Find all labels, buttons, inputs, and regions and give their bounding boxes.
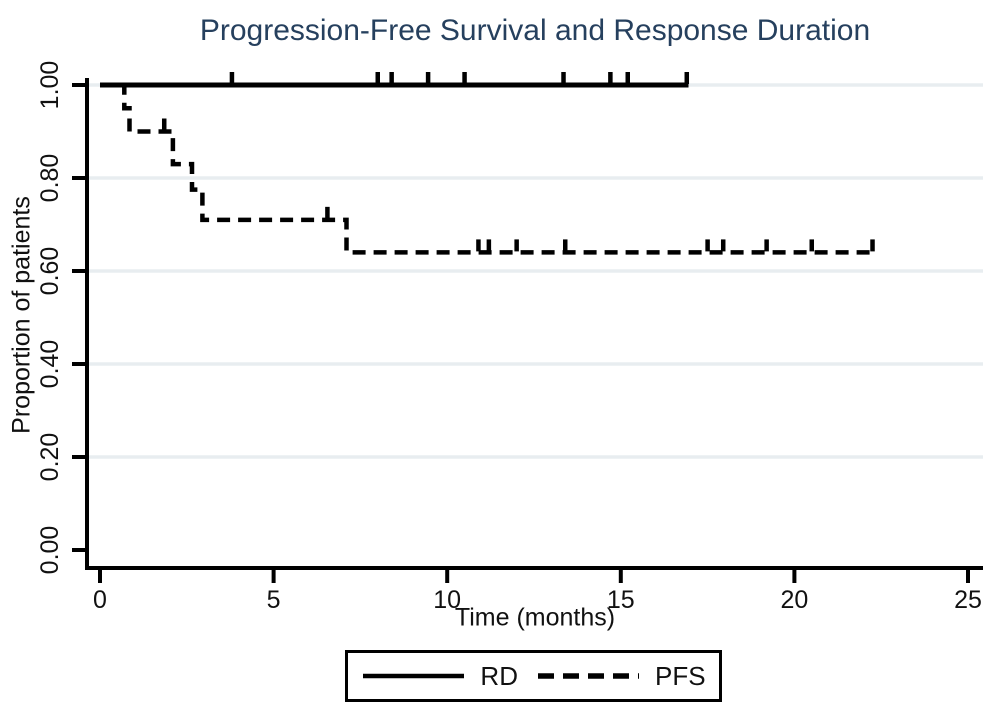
y-tick-label: 0.80 xyxy=(36,154,64,203)
y-tick-label: 1.00 xyxy=(36,61,64,110)
y-tick-label: 0.40 xyxy=(36,340,64,389)
dashed-line-swatch xyxy=(537,673,639,679)
curve-pfs xyxy=(100,82,876,255)
legend-entry-rd: RD xyxy=(361,663,518,689)
x-tick-label: 15 xyxy=(607,586,635,614)
x-tick-label: 0 xyxy=(93,586,107,614)
legend-entry-pfs: PFS xyxy=(536,663,706,689)
legend-label-rd: RD xyxy=(480,661,518,691)
y-tick-label: 0.00 xyxy=(36,526,64,575)
x-tick-label: 10 xyxy=(433,586,461,614)
x-tick-label: 20 xyxy=(780,586,808,614)
x-tick-label: 25 xyxy=(954,586,982,614)
y-axis-title: Proportion of patients xyxy=(7,196,36,434)
legend: RD PFS xyxy=(345,650,722,702)
x-tick-label: 5 xyxy=(267,586,281,614)
legend-label-pfs: PFS xyxy=(654,661,706,691)
y-tick-label: 0.60 xyxy=(36,247,64,296)
chart-title: Progression-Free Survival and Response D… xyxy=(199,14,871,47)
solid-line-swatch xyxy=(363,673,465,679)
y-tick-label: 0.20 xyxy=(36,433,64,482)
x-axis-title: Time (months) xyxy=(454,603,616,632)
axis-frame xyxy=(85,78,983,570)
